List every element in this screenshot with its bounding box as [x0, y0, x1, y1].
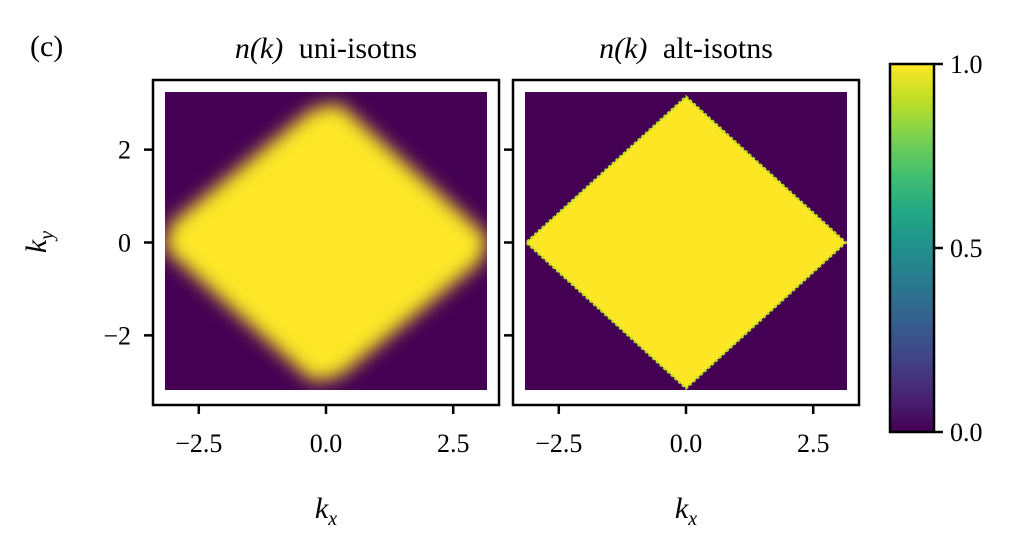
occupied-region-alt	[525, 95, 847, 390]
colorbar-ticks: 0.0 0.5 1.0	[934, 50, 983, 447]
colorbar-tick-label: 0.5	[950, 234, 983, 263]
x-tick-label-alt: 2.5	[797, 429, 830, 458]
title-alt: n(k) alt-isotns	[599, 32, 773, 65]
panel-alt: n(k) alt-isotns −2.5 0.0 2.5 kx	[504, 32, 861, 530]
colorbar-gradient	[888, 62, 936, 434]
xlabel-uni: kx	[315, 492, 337, 530]
y-tick-label-uni: 0	[118, 229, 131, 258]
x-tick-label-uni: −2.5	[175, 429, 222, 458]
colorbar: 0.0 0.5 1.0	[888, 50, 983, 447]
y-tick-label-uni: 2	[118, 136, 131, 165]
ticks-alt: −2.5 0.0 2.5	[504, 148, 830, 458]
x-tick-label-alt: −2.5	[535, 429, 582, 458]
ylabel-uni: ky	[20, 231, 58, 253]
occupied-region-uni	[165, 103, 487, 382]
x-tick-label-alt: 0.0	[670, 429, 703, 458]
x-tick-label-uni: 0.0	[310, 429, 343, 458]
ticks-uni: −2.5 0.0 2.5 −2 0 2	[103, 136, 469, 458]
panel-uni: n(k) uni-isotns −2.5 0.0 2.5 −2 0 2 kx ky	[20, 32, 501, 530]
panel-label: (c)	[30, 30, 63, 63]
y-tick-label-uni: −2	[103, 321, 131, 350]
title-uni: n(k) uni-isotns	[235, 32, 417, 65]
x-tick-label-uni: 2.5	[437, 429, 470, 458]
xlabel-alt: kx	[675, 492, 697, 530]
colorbar-tick-label: 0.0	[950, 418, 983, 447]
colorbar-tick-label: 1.0	[950, 50, 983, 79]
